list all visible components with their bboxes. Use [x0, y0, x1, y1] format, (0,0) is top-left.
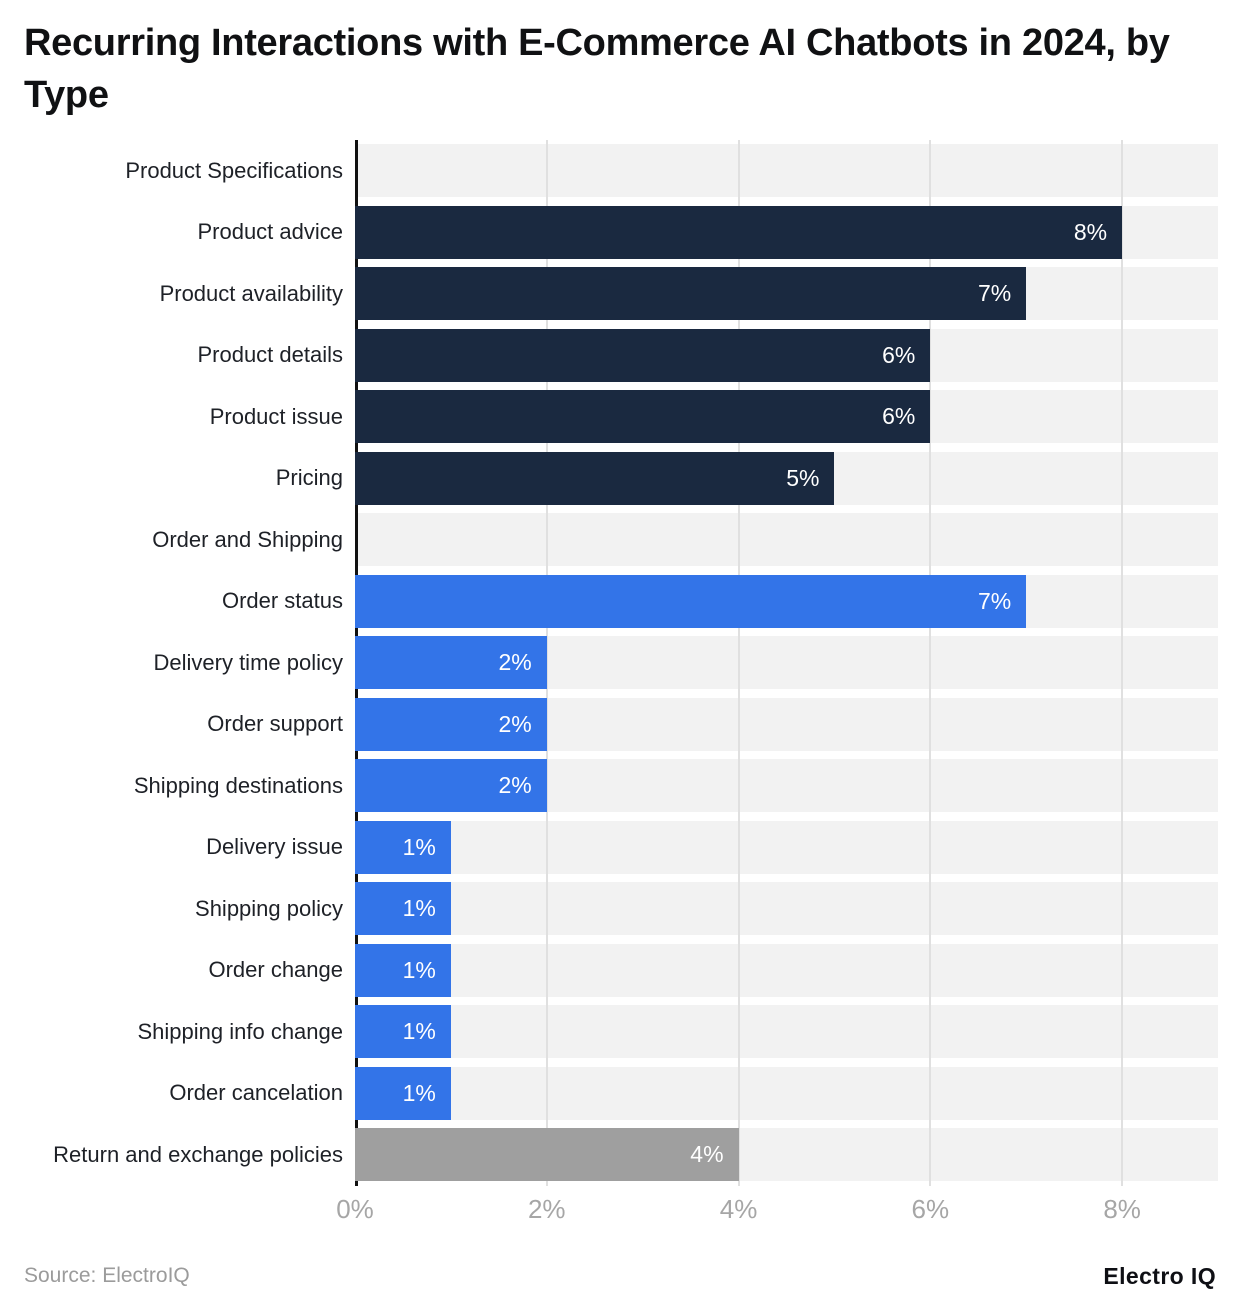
- bar-track: 2%: [355, 759, 1218, 813]
- category-label: Order support: [207, 711, 343, 737]
- bar: 2%: [355, 759, 547, 813]
- footer: Source: ElectroIQ Electro IQ: [24, 1254, 1216, 1298]
- category-label: Order cancelation: [169, 1080, 343, 1106]
- chart-row: Product availability 7%: [0, 263, 1218, 325]
- bar: 6%: [355, 328, 931, 382]
- category-label: Order status: [221, 588, 343, 614]
- bar-track: 1%: [355, 1066, 1218, 1120]
- chart-row: Delivery time policy 2%: [0, 632, 1218, 694]
- chart-row: Return and exchange policies 4%: [0, 1124, 1218, 1186]
- category-label: Product availability: [159, 280, 343, 306]
- category-label: Product details: [197, 342, 343, 368]
- bar: 1%: [355, 882, 451, 936]
- bar-track: 5%: [355, 451, 1218, 505]
- source-note: Source: ElectroIQ: [24, 1264, 190, 1287]
- category-label: Delivery time policy: [153, 649, 344, 675]
- bar-value-label: 1%: [402, 1079, 436, 1106]
- bar-track: 1%: [355, 943, 1218, 997]
- chart-row: Shipping policy 1%: [0, 878, 1218, 940]
- chart-row: Product advice 8%: [0, 202, 1218, 264]
- bar-track: 7%: [355, 267, 1218, 321]
- bar-value-label: 7%: [977, 280, 1012, 307]
- x-tick-label: 4%: [719, 1193, 758, 1224]
- category-label: Pricing: [275, 465, 343, 491]
- category-label: Return and exchange policies: [53, 1141, 343, 1167]
- brand-logo: Electro IQ: [1103, 1262, 1216, 1289]
- bar: 1%: [355, 1005, 451, 1059]
- bar: 1%: [355, 943, 451, 997]
- chart-row: Shipping info change 1%: [0, 1001, 1218, 1063]
- category-label: Product advice: [197, 219, 343, 245]
- chart-row: Order support 2%: [0, 694, 1218, 756]
- chart-row: Order and Shipping: [0, 509, 1218, 571]
- chart-row: Shipping destinations 2%: [0, 755, 1218, 817]
- chart-row: Pricing 5%: [0, 448, 1218, 510]
- chart-row: Product Specifications: [0, 140, 1218, 202]
- bar: 7%: [355, 574, 1027, 628]
- bar-track: 6%: [355, 390, 1218, 444]
- bar: 1%: [355, 1066, 451, 1120]
- category-label: Shipping policy: [195, 895, 343, 921]
- bar-value-label: 7%: [977, 587, 1012, 614]
- bar-value-label: 8%: [1073, 218, 1108, 245]
- chart-row: Order change 1%: [0, 940, 1218, 1002]
- x-tick-label: 2%: [527, 1193, 566, 1224]
- category-label: Product Specifications: [125, 157, 343, 183]
- bar: 6%: [355, 390, 931, 444]
- bar: 2%: [355, 697, 547, 751]
- bar-track: 2%: [355, 636, 1218, 690]
- bar-track: 7%: [355, 574, 1218, 628]
- bar-track: 1%: [355, 882, 1218, 936]
- bar-value-label: 1%: [402, 895, 436, 922]
- x-axis: 0% 2% 4% 6% 8%: [336, 1193, 1218, 1236]
- bar: 5%: [355, 451, 835, 505]
- bar: 7%: [355, 267, 1027, 321]
- bar: 2%: [355, 636, 547, 690]
- bar-value-label: 5%: [786, 464, 820, 491]
- plot-area: Product Specifications Product advice 8%…: [0, 140, 1218, 1186]
- bar-track: 1%: [355, 820, 1218, 874]
- bar: 8%: [355, 205, 1123, 259]
- bar-track: [355, 144, 1218, 198]
- bar-track: 6%: [355, 328, 1218, 382]
- category-label: Shipping info change: [137, 1018, 344, 1044]
- bar-value-label: 1%: [402, 1018, 436, 1045]
- chart-title: Recurring Interactions with E-Commerce A…: [24, 22, 1170, 116]
- bar-value-label: 1%: [402, 956, 436, 983]
- bar-value-label: 6%: [882, 341, 916, 368]
- category-label: Shipping destinations: [133, 772, 343, 798]
- chart-row: Product details 6%: [0, 325, 1218, 387]
- bar-chart: Product Specifications Product advice 8%…: [0, 140, 1218, 1236]
- category-label: Product issue: [209, 403, 343, 429]
- x-tick-label: 6%: [911, 1193, 950, 1224]
- chart-row: Delivery issue 1%: [0, 817, 1218, 879]
- bar-track: 1%: [355, 1005, 1218, 1059]
- chart-row: Order status 7%: [0, 571, 1218, 633]
- bar: 1%: [355, 820, 451, 874]
- bar-track: [355, 513, 1218, 567]
- x-tick-label: 0%: [336, 1193, 374, 1224]
- bar-value-label: 6%: [882, 403, 916, 430]
- category-label: Delivery issue: [206, 834, 343, 860]
- chart-row: Order cancelation 1%: [0, 1063, 1218, 1125]
- bar-value-label: 4%: [690, 1141, 724, 1168]
- bar-track: 4%: [355, 1128, 1218, 1182]
- chart-row: Product issue 6%: [0, 386, 1218, 448]
- bar-track: 2%: [355, 697, 1218, 751]
- x-tick-label: 8%: [1103, 1193, 1141, 1224]
- category-label: Order and Shipping: [152, 526, 343, 552]
- bar-value-label: 2%: [498, 710, 532, 737]
- bar-value-label: 2%: [498, 772, 532, 799]
- bar-track: 8%: [355, 205, 1218, 259]
- bar-value-label: 2%: [498, 649, 532, 676]
- bar: 4%: [355, 1128, 739, 1182]
- category-label: Order change: [208, 957, 343, 983]
- bar-value-label: 1%: [402, 833, 436, 860]
